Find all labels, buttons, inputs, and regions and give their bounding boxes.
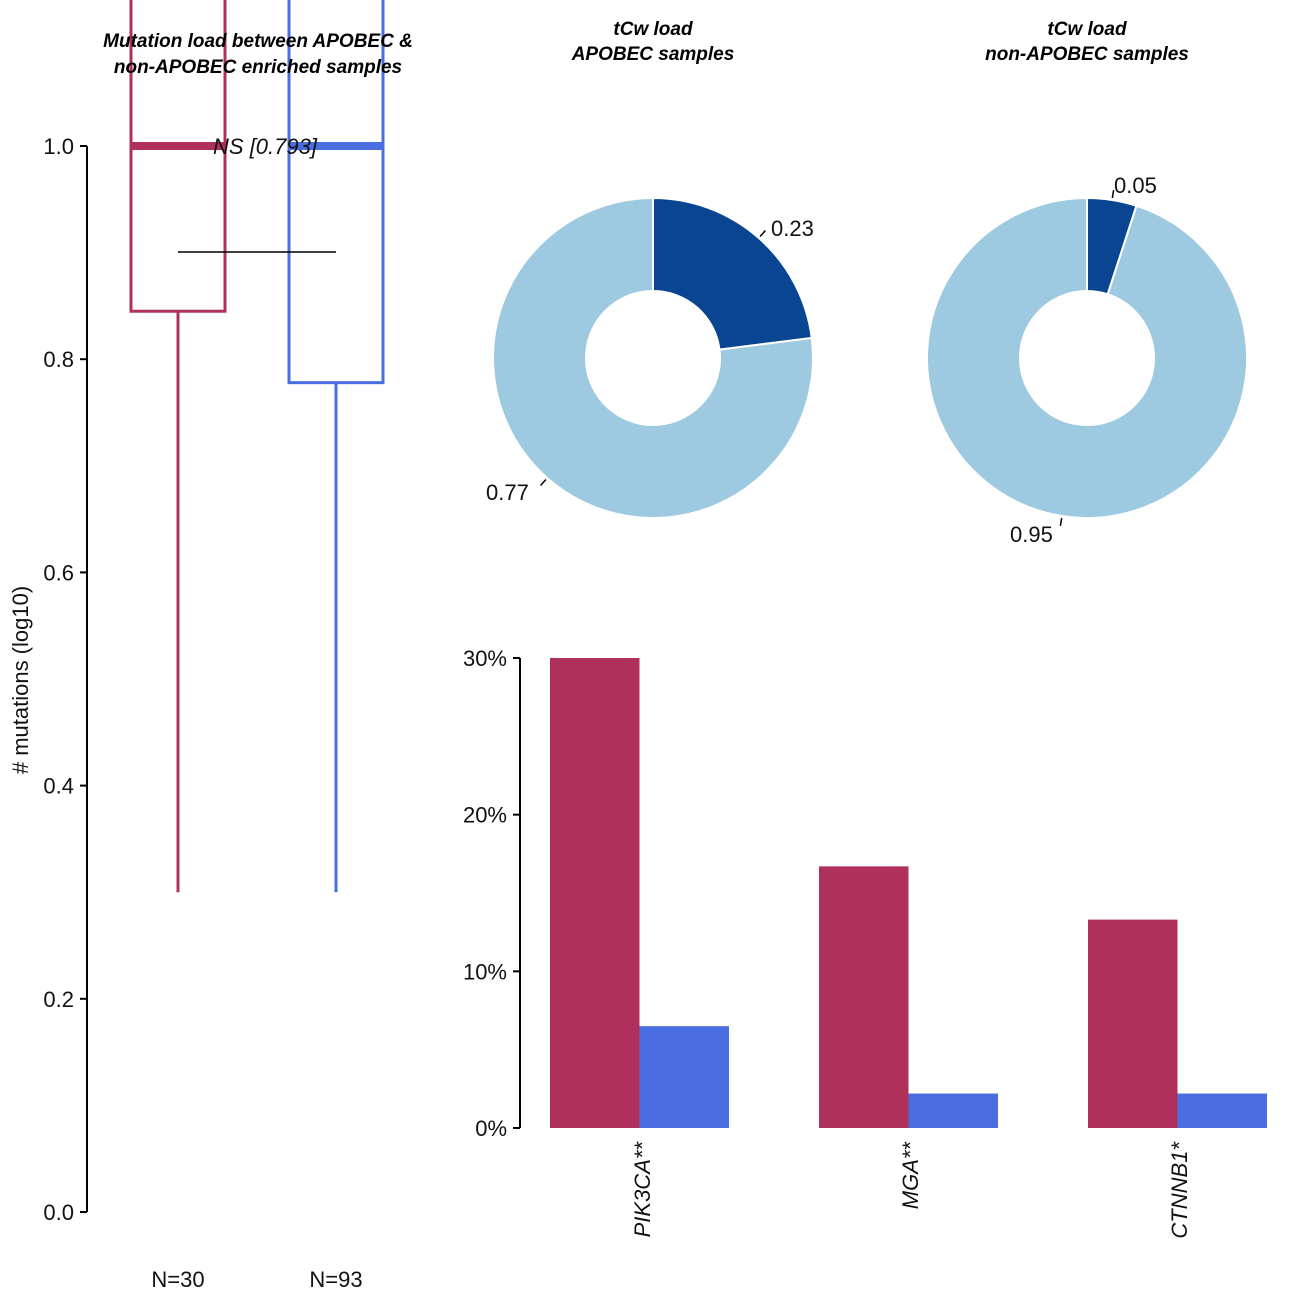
bar-apobec [1088, 919, 1178, 1128]
bar-y-tick-label: 30% [463, 646, 507, 671]
box-iqr [129, 0, 227, 313]
donut-apobec-title-line2: APOBEC samples [571, 44, 735, 65]
y-axis-label: # mutations (log10) [8, 586, 33, 774]
donut-non-apobec-leader-line [1059, 517, 1063, 527]
category-label-pik3ca: PIK3CA** [630, 1141, 655, 1238]
donut-non-apobec-title-line1: tCw load [1047, 19, 1127, 40]
y-axis-ticks: 0.0 0.2 0.4 0.6 0.8 1.0 [43, 134, 87, 1225]
donut-apobec-leader-line [759, 229, 766, 237]
boxplot-title-line2: non-APOBEC enriched samples [114, 57, 402, 78]
bar-non-apobec [1177, 1093, 1267, 1128]
donut-apobec-leader-line [540, 479, 547, 487]
donut-apobec-title-line1: tCw load [613, 19, 693, 40]
donut-non-apobec-leader-line [1111, 189, 1115, 199]
boxplot-title-line1: Mutation load between APOBEC & [103, 31, 413, 52]
y-tick-label: 0.2 [43, 987, 74, 1012]
category-label-mga: MGA** [898, 1141, 923, 1210]
n-label-apobec: N=30 [151, 1267, 204, 1292]
bar-panel: 0% 10% 20% 30% PIK3CA** MGA** CTNNB1* [463, 646, 1267, 1239]
bar-non-apobec [639, 1026, 729, 1128]
y-tick-label: 0.4 [43, 774, 74, 799]
donut-apobec-slice [492, 196, 814, 519]
donut-non-apobec [925, 189, 1248, 527]
category-label-ctnnb1: CTNNB1* [1167, 1141, 1192, 1239]
box-marks [129, 0, 385, 893]
donut-non-apobec-panel: tCw load non-APOBEC samples 0.05 0.95 [925, 19, 1248, 547]
donut-apobec-panel: tCw load APOBEC samples 0.23 0.77 [486, 19, 814, 519]
donut-apobec [492, 196, 814, 519]
y-tick-label: 0.6 [43, 560, 74, 585]
donut-apobec-label-large: 0.77 [486, 480, 529, 505]
n-label-non-apobec: N=93 [309, 1267, 362, 1292]
bar-apobec [819, 866, 909, 1128]
donut-non-apobec-label-small: 0.05 [1114, 173, 1157, 198]
significance-label: NS [0.793] [213, 134, 318, 159]
donut-non-apobec-slice [925, 196, 1248, 519]
bar-y-tick-label: 0% [475, 1116, 507, 1141]
bar-apobec [550, 658, 640, 1128]
donut-non-apobec-label-large: 0.95 [1010, 522, 1053, 547]
bar-non-apobec [908, 1093, 998, 1128]
bar-y-tick-label: 20% [463, 803, 507, 828]
bar-y-axis-ticks: 0% 10% 20% 30% [463, 646, 520, 1141]
donut-non-apobec-title-line2: non-APOBEC samples [985, 44, 1189, 65]
y-tick-label: 0.8 [43, 347, 74, 372]
bar-marks [550, 658, 1267, 1128]
donut-apobec-slice [652, 196, 813, 351]
donut-apobec-label-small: 0.23 [771, 216, 814, 241]
box-iqr [287, 0, 385, 385]
y-tick-label: 1.0 [43, 134, 74, 159]
bar-y-tick-label: 10% [463, 959, 507, 984]
y-tick-label: 0.0 [43, 1200, 74, 1225]
boxplot-panel: Mutation load between APOBEC & non-APOBE… [8, 0, 413, 1292]
